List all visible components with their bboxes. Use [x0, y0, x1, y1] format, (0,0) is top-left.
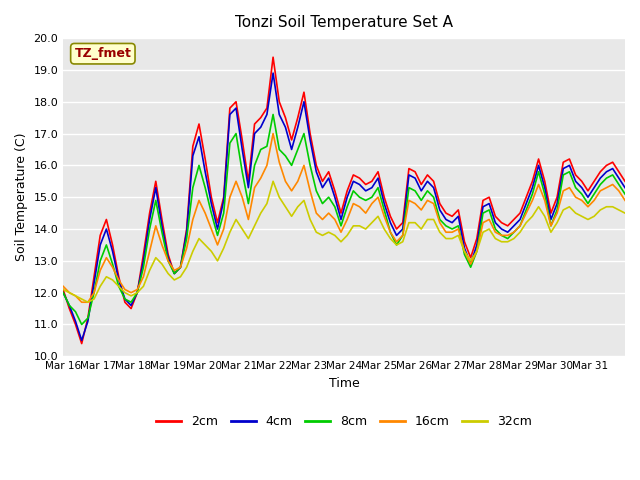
- 32cm: [522, 220, 530, 226]
- 16cm: [522, 210, 530, 216]
- Text: TZ_fmet: TZ_fmet: [74, 47, 131, 60]
- 16cm: [269, 131, 277, 136]
- 32cm: [60, 287, 67, 292]
- Title: Tonzi Soil Temperature Set A: Tonzi Soil Temperature Set A: [235, 15, 453, 30]
- 2cm: [269, 54, 277, 60]
- 2cm: [621, 179, 629, 184]
- 16cm: [541, 197, 548, 203]
- 2cm: [60, 287, 67, 292]
- 8cm: [78, 322, 86, 327]
- 16cm: [60, 283, 67, 289]
- 8cm: [510, 229, 518, 235]
- 4cm: [405, 172, 413, 178]
- 2cm: [522, 194, 530, 200]
- X-axis label: Time: Time: [329, 377, 360, 390]
- 8cm: [522, 207, 530, 213]
- 4cm: [510, 223, 518, 229]
- 16cm: [405, 197, 413, 203]
- Y-axis label: Soil Temperature (C): Soil Temperature (C): [15, 133, 28, 262]
- 2cm: [78, 341, 86, 347]
- 2cm: [485, 194, 493, 200]
- 8cm: [621, 191, 629, 197]
- 32cm: [269, 179, 277, 184]
- 8cm: [405, 185, 413, 191]
- 8cm: [269, 111, 277, 117]
- Line: 32cm: 32cm: [63, 181, 625, 302]
- 32cm: [541, 214, 548, 219]
- Line: 2cm: 2cm: [63, 57, 625, 344]
- 16cm: [78, 300, 86, 305]
- 4cm: [78, 337, 86, 343]
- 4cm: [269, 70, 277, 76]
- 4cm: [516, 216, 524, 222]
- 16cm: [621, 197, 629, 203]
- 32cm: [405, 220, 413, 226]
- 8cm: [60, 290, 67, 296]
- 4cm: [522, 201, 530, 206]
- 2cm: [405, 166, 413, 171]
- 8cm: [516, 223, 524, 229]
- 4cm: [621, 185, 629, 191]
- 4cm: [485, 201, 493, 206]
- 8cm: [541, 191, 548, 197]
- 32cm: [621, 210, 629, 216]
- 16cm: [510, 229, 518, 235]
- 16cm: [516, 223, 524, 229]
- 32cm: [485, 226, 493, 232]
- Line: 16cm: 16cm: [63, 133, 625, 302]
- 4cm: [60, 290, 67, 296]
- 2cm: [516, 210, 524, 216]
- 32cm: [516, 229, 524, 235]
- Line: 8cm: 8cm: [63, 114, 625, 324]
- 2cm: [541, 179, 548, 184]
- Line: 4cm: 4cm: [63, 73, 625, 340]
- Legend: 2cm, 4cm, 8cm, 16cm, 32cm: 2cm, 4cm, 8cm, 16cm, 32cm: [151, 410, 537, 433]
- 32cm: [84, 300, 92, 305]
- 16cm: [485, 216, 493, 222]
- 32cm: [510, 236, 518, 241]
- 8cm: [485, 207, 493, 213]
- 2cm: [510, 216, 518, 222]
- 4cm: [541, 185, 548, 191]
